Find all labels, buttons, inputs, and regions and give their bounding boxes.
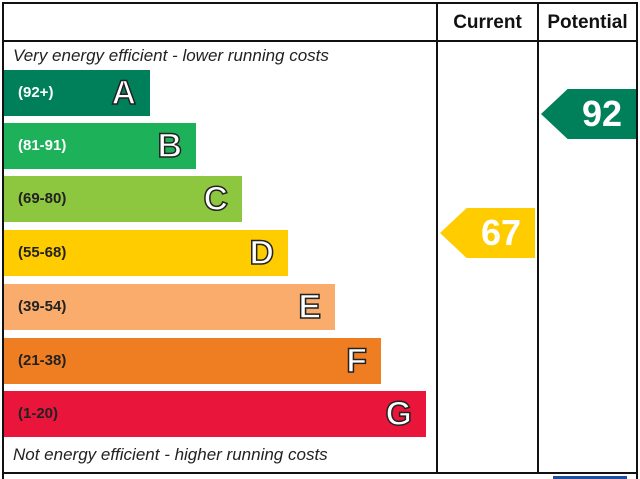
band-range: (81-91) <box>18 137 67 154</box>
current-header: Current <box>453 12 522 33</box>
current-column-divider <box>436 2 438 474</box>
border-bottom <box>2 472 638 474</box>
potential-rating-arrow: 92 <box>541 89 636 139</box>
band-bar-b: (81-91) B <box>4 123 196 169</box>
band-bar-d: (55-68) D <box>4 230 288 276</box>
border-right <box>636 2 638 479</box>
band-bar-a: (92+) A <box>4 70 150 116</box>
band-bar-c: (69-80) C <box>4 176 242 222</box>
band-range: (92+) <box>18 84 54 101</box>
band-bar-f: (21-38) F <box>4 338 381 384</box>
band-bar-g: (1-20) G <box>4 391 426 437</box>
border-left <box>2 2 4 479</box>
current-rating-value: 67 <box>480 212 521 253</box>
potential-column-divider <box>537 2 539 474</box>
band-letter: A <box>111 73 137 113</box>
band-letter: D <box>249 233 275 273</box>
band-letter: F <box>345 341 367 381</box>
potential-rating-value: 92 <box>581 93 622 134</box>
band-letter: B <box>157 126 183 166</box>
band-range: (69-80) <box>18 190 67 207</box>
band-range: (39-54) <box>18 298 67 315</box>
band-range: (1-20) <box>18 405 59 422</box>
band-letter: C <box>203 179 229 219</box>
band-letter: E <box>298 287 322 327</box>
top-note: Very energy efficient - lower running co… <box>13 46 329 65</box>
current-rating-arrow: 67 <box>440 208 535 258</box>
bottom-note: Not energy efficient - higher running co… <box>13 445 328 464</box>
band-range: (21-38) <box>18 352 67 369</box>
band-letter: G <box>385 394 413 434</box>
band-range: (55-68) <box>18 244 67 261</box>
potential-header: Potential <box>547 12 628 33</box>
border-top <box>2 2 638 4</box>
footer-mark <box>553 476 627 479</box>
header-divider <box>2 40 638 42</box>
band-bar-e: (39-54) E <box>4 284 335 330</box>
